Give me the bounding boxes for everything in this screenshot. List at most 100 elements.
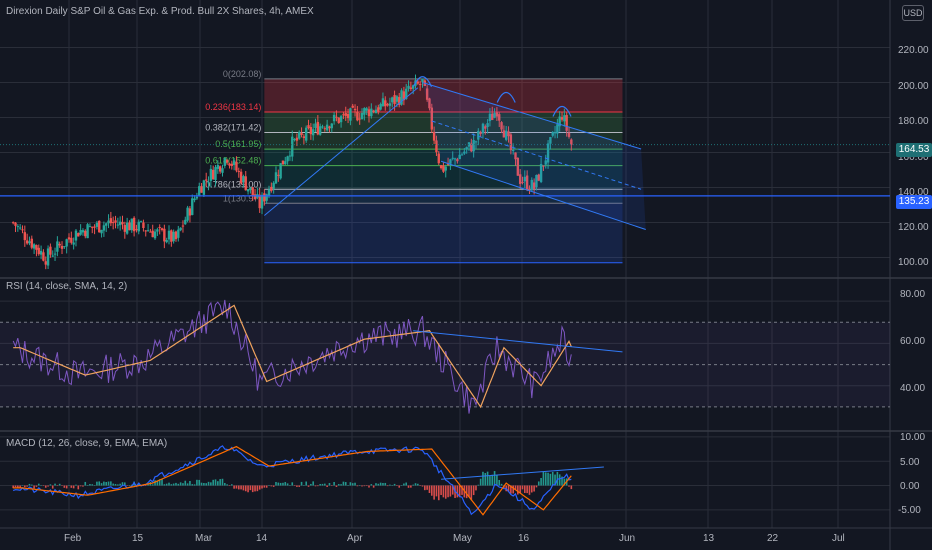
candle-body bbox=[221, 168, 224, 173]
macd-histogram-bar bbox=[233, 485, 235, 489]
macd-histogram-bar bbox=[405, 482, 408, 486]
macd-histogram-bar bbox=[258, 485, 261, 490]
candle-body bbox=[270, 186, 273, 191]
macd-histogram-bar bbox=[449, 485, 452, 497]
macd-histogram-bar bbox=[440, 485, 442, 496]
macd-histogram-bar bbox=[65, 485, 68, 489]
candle-body bbox=[323, 128, 327, 130]
candle-body bbox=[193, 198, 196, 201]
macd-histogram-bar bbox=[203, 483, 205, 486]
macd-histogram-bar bbox=[377, 483, 380, 486]
rsi-divergence-line bbox=[413, 330, 623, 353]
candle-body bbox=[477, 130, 480, 140]
candle-body bbox=[114, 220, 117, 223]
candle-body bbox=[88, 226, 92, 228]
candle-body bbox=[265, 194, 268, 201]
candle-body bbox=[102, 225, 106, 231]
macd-histogram-bar bbox=[435, 485, 438, 497]
candle-body bbox=[393, 95, 396, 105]
macd-histogram-bar bbox=[12, 485, 14, 489]
macd-histogram-bar bbox=[58, 483, 61, 486]
candle-body bbox=[156, 229, 159, 232]
candle-body bbox=[479, 132, 482, 134]
macd-histogram-bar bbox=[442, 485, 445, 498]
candle-body bbox=[560, 117, 564, 120]
candle-body bbox=[186, 207, 189, 221]
macd-tick: -5.00 bbox=[898, 505, 921, 516]
candle-body bbox=[18, 227, 22, 229]
fib-level-label: 0.236(183.14) bbox=[205, 102, 261, 112]
macd-histogram-bar bbox=[263, 485, 266, 488]
candle-body bbox=[46, 248, 50, 266]
candle-body bbox=[395, 96, 399, 102]
macd-histogram-bar bbox=[28, 483, 31, 486]
macd-histogram-bar bbox=[82, 485, 84, 487]
candle-body bbox=[291, 136, 294, 157]
candle-body bbox=[286, 156, 289, 162]
macd-histogram-bar bbox=[535, 485, 538, 488]
candle-body bbox=[295, 137, 299, 141]
candle-body bbox=[95, 222, 99, 227]
candle-body bbox=[342, 114, 345, 116]
macd-histogram-bar bbox=[230, 484, 233, 486]
candle-body bbox=[351, 105, 354, 108]
macd-histogram-bar bbox=[468, 485, 470, 498]
macd-histogram-bar bbox=[424, 485, 426, 491]
macd-histogram-bar bbox=[70, 485, 73, 488]
macd-histogram-bar bbox=[226, 484, 228, 486]
macd-histogram-bar bbox=[210, 482, 212, 486]
macd-histogram-bar bbox=[184, 480, 187, 486]
macd-histogram-bar bbox=[447, 485, 449, 498]
fib-level-label: 0(202.08) bbox=[223, 69, 262, 79]
candle-body bbox=[391, 97, 394, 103]
top-arc bbox=[552, 105, 572, 117]
candle-body bbox=[202, 180, 206, 195]
candle-body bbox=[105, 223, 108, 226]
candle-body bbox=[214, 167, 217, 181]
currency-badge[interactable]: USD bbox=[902, 5, 924, 21]
macd-histogram-bar bbox=[342, 481, 345, 486]
macd-histogram-bar bbox=[526, 485, 528, 494]
candle-body bbox=[209, 168, 213, 181]
candle-body bbox=[218, 166, 222, 172]
macd-histogram-bar bbox=[33, 485, 35, 489]
candle-body bbox=[302, 136, 306, 139]
channel-mid-line bbox=[431, 120, 642, 190]
price-tick: 220.00 bbox=[898, 45, 929, 56]
candle-body bbox=[439, 165, 443, 169]
macd-histogram-bar bbox=[570, 485, 573, 490]
rsi-line bbox=[12, 299, 572, 414]
macd-histogram-bar bbox=[537, 481, 540, 486]
macd-histogram-bar bbox=[482, 471, 484, 486]
candle-body bbox=[246, 189, 250, 192]
macd-histogram-bar bbox=[107, 481, 110, 486]
candle-body bbox=[386, 104, 389, 106]
candle-body bbox=[11, 222, 15, 224]
macd-histogram-bar bbox=[417, 483, 419, 486]
macd-histogram-bar bbox=[286, 483, 289, 486]
current-price-tag: 164.53 bbox=[896, 143, 932, 157]
macd-histogram-bar bbox=[126, 485, 128, 487]
candle-body bbox=[400, 90, 403, 105]
rsi-tick: 40.00 bbox=[900, 383, 926, 394]
candle-body bbox=[549, 137, 552, 144]
macd-histogram-bar bbox=[393, 483, 396, 486]
candle-body bbox=[346, 113, 350, 119]
macd-histogram-bar bbox=[156, 480, 159, 486]
macd-histogram-bar bbox=[321, 483, 324, 486]
candle-body bbox=[225, 160, 229, 163]
candle-body bbox=[181, 225, 185, 227]
candle-body bbox=[318, 126, 322, 135]
candle-body bbox=[142, 222, 145, 228]
rsi-tick: 60.00 bbox=[900, 336, 926, 347]
macd-histogram-bar bbox=[486, 471, 489, 486]
candle-body bbox=[353, 108, 357, 111]
candle-body bbox=[195, 196, 199, 199]
macd-histogram-bar bbox=[437, 485, 440, 501]
candle-body bbox=[363, 108, 366, 115]
macd-histogram-bar bbox=[386, 485, 389, 487]
macd-histogram-bar bbox=[563, 478, 566, 486]
candle-body bbox=[437, 153, 440, 164]
